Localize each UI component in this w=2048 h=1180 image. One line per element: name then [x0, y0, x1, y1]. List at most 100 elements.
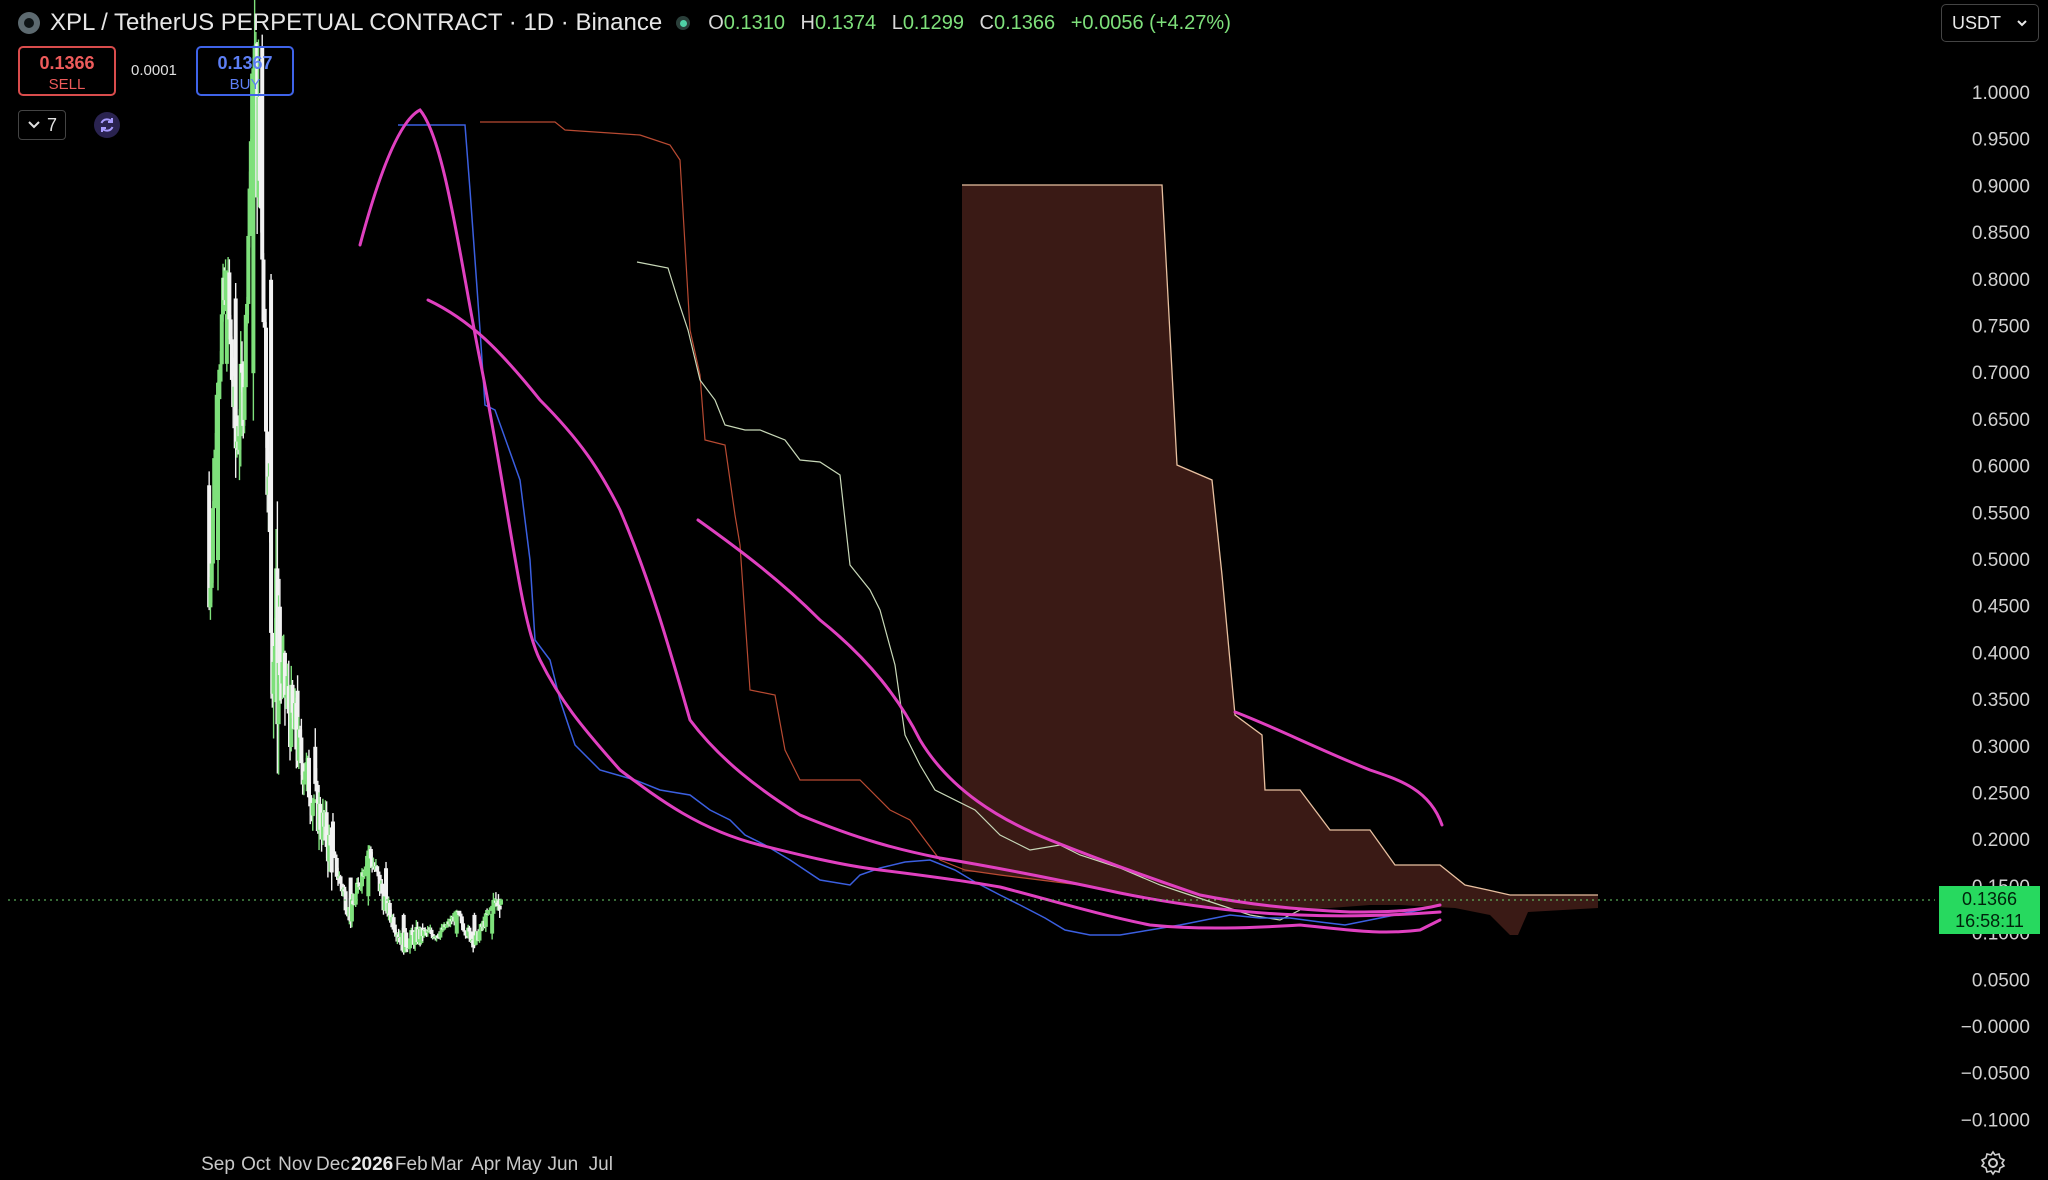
- blue-line: [398, 124, 1441, 936]
- candle-body: [237, 436, 242, 450]
- sync-icon[interactable]: [94, 112, 120, 138]
- candle-body: [265, 431, 270, 495]
- candle-body: [257, 96, 262, 181]
- chevron-down-icon: [28, 121, 40, 129]
- close-key: C: [979, 11, 994, 34]
- buy-label: BUY: [229, 76, 261, 93]
- candle-body: [430, 934, 435, 939]
- y-tick-label: −0.1000: [1961, 1110, 2030, 1131]
- candle-body: [464, 935, 469, 937]
- candle-body: [478, 924, 483, 932]
- y-tick-label: 1.0000: [1972, 83, 2030, 104]
- candle-body: [483, 913, 488, 927]
- candle-body: [351, 900, 356, 905]
- candle-body: [429, 929, 434, 935]
- candle-body: [269, 279, 274, 633]
- x-tick-label: 2026: [351, 1154, 393, 1175]
- candle-body: [468, 931, 473, 942]
- candle-body: [251, 105, 256, 374]
- candle-body: [312, 799, 317, 803]
- x-tick-label: Apr: [471, 1154, 501, 1175]
- settings-icon[interactable]: [1980, 1150, 2006, 1176]
- price-axis[interactable]: 1.0000 0.9500 0.9000 0.8500 0.8000 0.7500 0.70…: [1961, 83, 2030, 1131]
- candle-body: [458, 915, 463, 917]
- symbol-title[interactable]: XPL / TetherUS PERPETUAL CONTRACT · 1D ·…: [50, 9, 663, 36]
- y-tick-label: 0.7000: [1972, 363, 2030, 384]
- candle-body: [218, 364, 223, 382]
- candle-body: [498, 899, 503, 905]
- candle-body: [343, 891, 348, 911]
- sell-button[interactable]: 0.1366 SELL: [18, 46, 116, 96]
- candle-body: [357, 883, 362, 888]
- candle-body: [404, 932, 409, 947]
- time-axis[interactable]: Sep Oct Nov Dec 2026 Feb Mar Apr May Jun Jul: [201, 1154, 613, 1175]
- ma-short: [358, 108, 1442, 934]
- candle-body: [213, 449, 218, 459]
- candle-body: [207, 485, 212, 608]
- candle-body: [334, 858, 339, 877]
- buy-button[interactable]: 0.1367 BUY: [196, 46, 294, 96]
- candle-body: [438, 932, 443, 938]
- indicators-count: 7: [46, 114, 57, 135]
- candle-body: [277, 606, 282, 676]
- candle-body: [304, 762, 309, 780]
- candle-body: [229, 339, 234, 380]
- candle-body: [477, 931, 482, 941]
- indicators-toggle[interactable]: 7: [18, 110, 66, 140]
- open-value: 0.1310: [723, 11, 785, 34]
- candle-body: [261, 259, 266, 323]
- lagging-lines: [398, 121, 1441, 936]
- candle-body: [318, 803, 323, 830]
- candle-body: [301, 779, 306, 785]
- candle-body: [216, 399, 220, 560]
- currency-label: USDT: [1952, 12, 2001, 33]
- candle-body: [380, 883, 385, 894]
- candle-body: [212, 458, 217, 509]
- candle-body: [363, 866, 368, 871]
- candle-body: [264, 327, 269, 432]
- candle-body: [298, 729, 303, 738]
- sell-label: SELL: [48, 76, 86, 93]
- candle-body: [290, 684, 295, 713]
- candle-body: [490, 913, 495, 934]
- candle-body: [260, 46, 265, 260]
- candle-body: [473, 935, 478, 945]
- candle-body: [472, 914, 477, 945]
- change-value: +0.0056 (+4.27%): [1070, 11, 1231, 34]
- candle-body: [286, 686, 291, 714]
- candle-body: [387, 902, 392, 916]
- candle-body: [353, 893, 358, 905]
- high-value: 0.1374: [814, 11, 877, 34]
- chevron-down-icon: [2017, 20, 2027, 27]
- x-tick-label: May: [506, 1154, 542, 1175]
- candle-body: [282, 652, 287, 698]
- cloud-upper-line: [962, 184, 1598, 896]
- spread-value: 0.0001: [131, 62, 177, 79]
- candle-body: [454, 911, 459, 934]
- open-key: O: [708, 11, 724, 34]
- candle-body: [413, 931, 418, 945]
- lagging-line-red: [480, 121, 1081, 886]
- candle-body: [228, 319, 233, 340]
- candle-body: [262, 322, 267, 328]
- y-tick-label: 0.5000: [1972, 550, 2030, 571]
- last-price-value: 0.1366: [1961, 889, 2018, 909]
- candle-body: [247, 188, 252, 236]
- y-tick-label: 0.8500: [1972, 223, 2030, 244]
- candle-body: [238, 363, 243, 437]
- y-tick-label: 0.0500: [1972, 970, 2030, 991]
- candle-body: [439, 927, 444, 933]
- candle-body: [332, 853, 337, 855]
- candle-body: [310, 802, 315, 816]
- candle-body: [289, 684, 294, 748]
- ichimoku-cloud: [962, 184, 1598, 935]
- candle-body: [396, 934, 401, 938]
- candle-body: [376, 871, 381, 875]
- x-tick-label: Mar: [430, 1154, 463, 1175]
- y-tick-label: 0.6500: [1972, 410, 2030, 431]
- candle-body: [354, 882, 359, 894]
- y-tick-label: 0.3500: [1972, 690, 2030, 711]
- candle-body: [330, 821, 335, 854]
- currency-selector[interactable]: USDT: [1941, 4, 2039, 42]
